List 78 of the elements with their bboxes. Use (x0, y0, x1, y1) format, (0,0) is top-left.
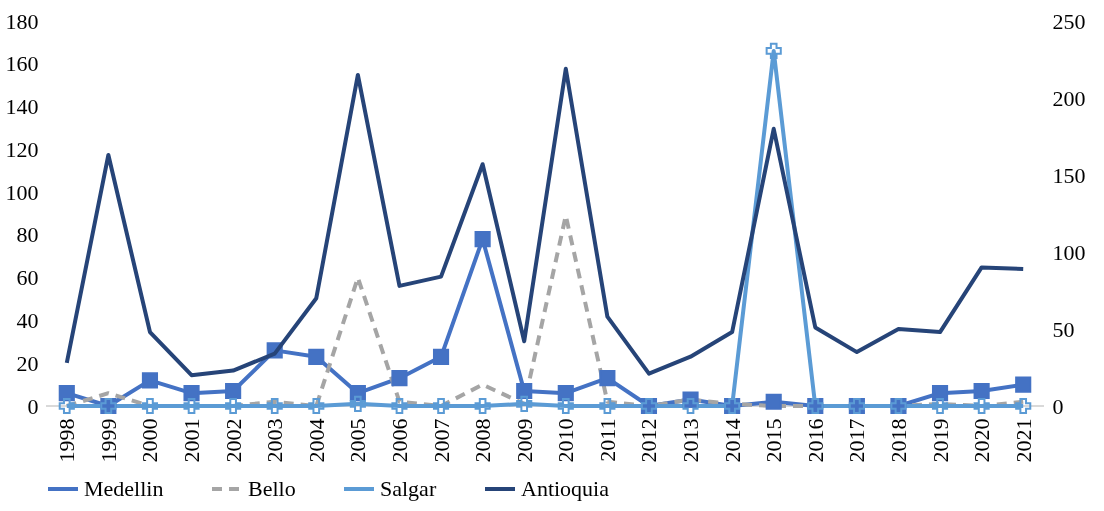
y2-tick-label: 50 (1052, 316, 1075, 342)
point (308, 397, 325, 415)
point (516, 395, 533, 412)
x-tick-label: 2014 (719, 418, 745, 463)
x-tick-label: 2008 (470, 418, 496, 463)
point (973, 382, 990, 400)
legend-label: Medellin (84, 476, 164, 501)
x-tick-label: 2002 (220, 418, 246, 463)
point (225, 397, 242, 415)
x-tick-label: 1998 (54, 418, 80, 463)
y-tick-label: 120 (5, 136, 39, 162)
point (225, 382, 242, 400)
legend-label: Salgar (380, 476, 437, 501)
y-tick-label: 60 (16, 265, 39, 291)
point (58, 397, 75, 415)
point (391, 370, 408, 387)
y-tick-label: 80 (16, 222, 39, 248)
y2-tick-label: 200 (1052, 85, 1086, 111)
x-tick-label: 2017 (844, 418, 870, 463)
x-tick-label: 2015 (761, 418, 787, 463)
legend-label: Antioquia (521, 476, 610, 501)
x-tick-label: 2009 (511, 418, 537, 463)
y-tick-label: 160 (5, 51, 39, 77)
point (1015, 397, 1032, 415)
point (141, 372, 159, 389)
point (141, 397, 159, 415)
point (183, 397, 200, 415)
point (474, 397, 491, 415)
y-tick-label: 20 (16, 350, 39, 376)
point (973, 397, 990, 415)
legend-label: Bello (248, 476, 296, 501)
point (58, 385, 75, 402)
x-tick-label: 2012 (636, 418, 662, 463)
x-tick-label: 2011 (594, 418, 620, 462)
y-tick-label: 40 (16, 307, 39, 333)
line-series (64, 66, 1026, 378)
point (765, 393, 782, 410)
y2-tick-label: 250 (1052, 8, 1086, 34)
point (599, 397, 616, 415)
y-tick-label: 140 (5, 94, 39, 120)
x-tick-label: 2005 (345, 418, 371, 463)
y-tick-label: 0 (27, 393, 39, 419)
point (391, 397, 408, 415)
x-tick-label: 2006 (386, 418, 412, 463)
y2-tick-label: 0 (1052, 393, 1064, 419)
point (599, 370, 616, 387)
point (1015, 376, 1032, 393)
point (931, 397, 949, 415)
x-tick-label: 1999 (95, 418, 121, 463)
y2-tick-label: 100 (1052, 239, 1086, 265)
x-tick-label: 2003 (262, 418, 288, 463)
point (474, 231, 491, 248)
point (931, 385, 949, 402)
point (765, 42, 782, 60)
x-tick-label: 2013 (678, 418, 704, 463)
x-tick-label: 2007 (428, 418, 454, 463)
point (266, 397, 283, 415)
point (557, 397, 574, 415)
point (183, 385, 200, 402)
x-tick-label: 2016 (802, 418, 828, 463)
point (682, 397, 699, 415)
x-tick-label: 2019 (927, 418, 953, 463)
point (349, 395, 366, 412)
point (432, 397, 450, 415)
x-tick-label: 2021 (1010, 418, 1036, 463)
y-tick-label: 100 (5, 179, 39, 205)
y2-tick-label: 150 (1052, 162, 1086, 188)
x-tick-label: 2000 (137, 418, 163, 463)
point (308, 348, 325, 365)
x-tick-label: 2020 (969, 418, 995, 463)
x-tick-label: 2010 (553, 418, 579, 463)
x-tick-label: 2001 (179, 418, 205, 463)
y-tick-label: 180 (5, 8, 39, 34)
point (516, 382, 533, 400)
point (557, 385, 574, 402)
x-tick-label: 2004 (303, 418, 329, 463)
point (432, 348, 450, 365)
x-tick-label: 2018 (885, 418, 911, 463)
